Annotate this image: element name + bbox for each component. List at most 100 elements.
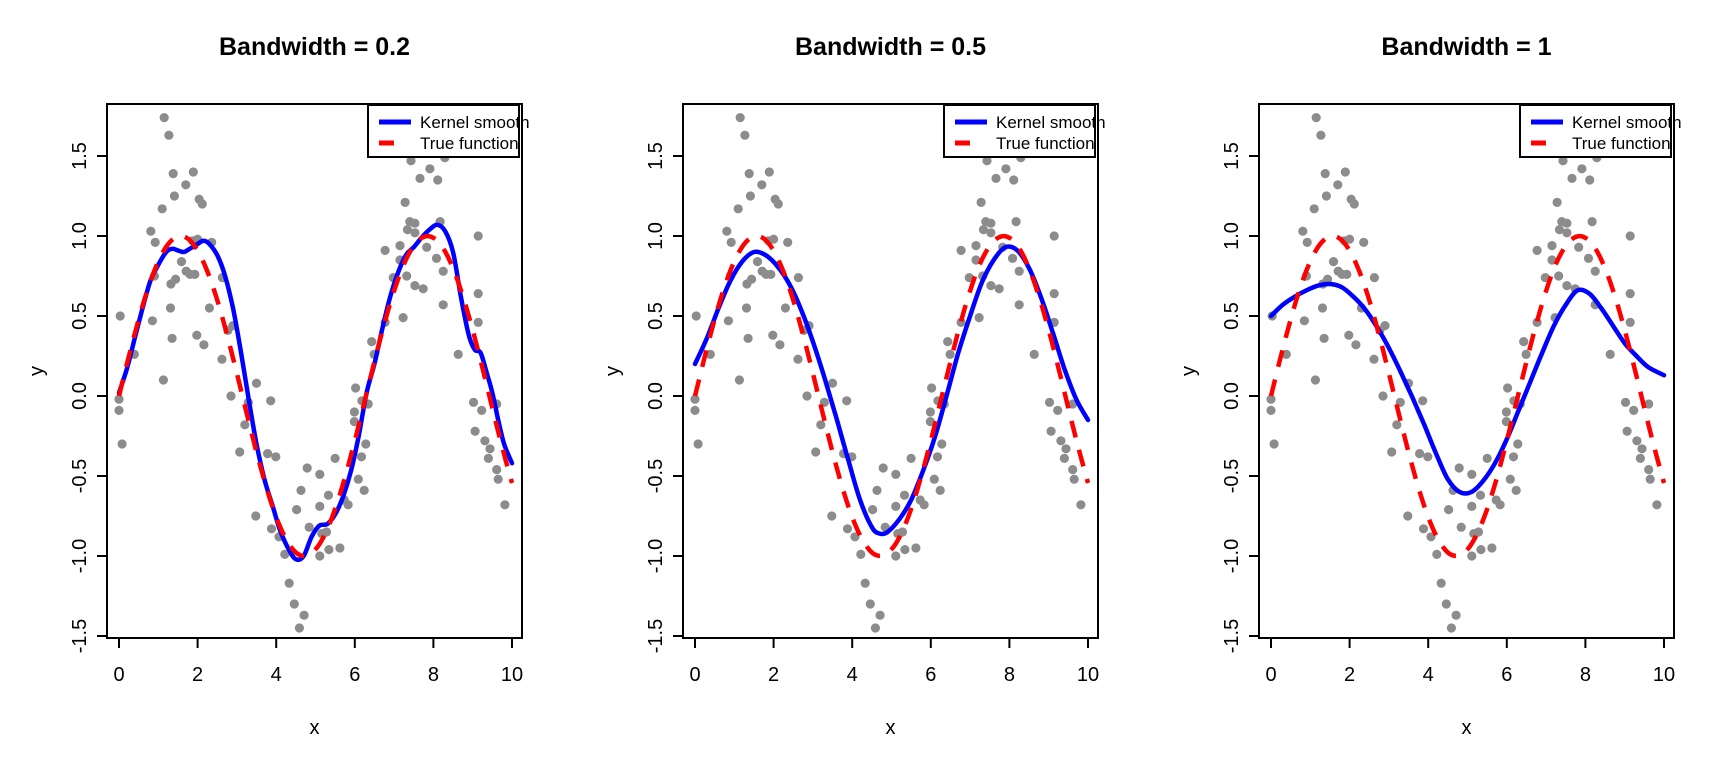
scatter-point <box>1009 175 1019 185</box>
scatter-point <box>827 511 837 521</box>
scatter-point <box>114 405 124 415</box>
scatter-point <box>335 543 345 553</box>
scatter-point <box>1380 321 1390 331</box>
scatter-point <box>891 501 901 511</box>
scatter-point <box>438 266 448 276</box>
scatter-point <box>353 474 363 484</box>
scatter-point <box>745 191 756 201</box>
scatter-point <box>1007 253 1018 263</box>
scatter-point <box>911 543 921 553</box>
y-tick-label: 1.5 <box>1221 142 1243 170</box>
scatter-point <box>768 330 778 340</box>
y-tick-label: -1.5 <box>645 619 667 653</box>
legend: Kernel smooth True function <box>367 104 530 158</box>
scatter-point <box>1645 474 1655 484</box>
scatter-point <box>747 274 757 284</box>
x-tick-label: 0 <box>689 664 700 686</box>
scatter-point <box>900 545 910 555</box>
scatter-point <box>438 300 448 310</box>
scatter-point <box>410 228 420 238</box>
scatter-point <box>431 253 442 263</box>
scatter-point <box>157 204 167 214</box>
scatter-point <box>1585 175 1595 185</box>
legend-label: Kernel smooth <box>420 113 530 132</box>
scatter-point <box>115 311 125 321</box>
scatter-point <box>1299 316 1309 326</box>
scatter-point <box>1487 543 1497 553</box>
scatter-point <box>971 241 981 251</box>
scatter-point <box>1302 237 1312 247</box>
scatter-point <box>321 527 332 537</box>
scatter-point <box>1369 354 1379 364</box>
scatter-point <box>1605 349 1615 359</box>
scatter-point <box>811 447 821 457</box>
scatter-point <box>1061 444 1071 454</box>
scatter-point <box>872 485 882 495</box>
scatter-point <box>1049 231 1059 241</box>
scatter-point <box>483 453 493 463</box>
y-tick-label: -1.5 <box>69 619 91 653</box>
scatter-point <box>402 271 412 281</box>
panel-title: Bandwidth = 0.2 <box>219 33 410 61</box>
scatter-point <box>752 257 763 267</box>
scatter-point <box>919 500 929 510</box>
scatter-point <box>722 226 732 236</box>
legend-label: True function <box>1572 134 1671 153</box>
scatter-point <box>280 549 290 560</box>
scatter-point <box>775 340 785 350</box>
scatter-point <box>410 218 420 228</box>
scatter-point <box>266 524 277 534</box>
scatter-point <box>743 333 753 343</box>
scatter-point <box>1562 281 1572 291</box>
scatter-point <box>891 551 901 561</box>
scatter-point <box>1508 452 1519 462</box>
scatter-point <box>271 452 281 462</box>
scatter-point <box>1359 237 1369 247</box>
scatter-point <box>1345 234 1355 244</box>
scatter-point <box>304 522 314 532</box>
scatter-point <box>925 417 936 427</box>
scatter-point <box>1309 204 1319 214</box>
scatter-point <box>181 180 191 190</box>
scatter-point <box>865 599 875 609</box>
scatter-point <box>453 349 463 359</box>
scatter-point <box>1587 217 1597 227</box>
scatter-point <box>1446 623 1456 633</box>
scatter-point <box>1432 549 1442 560</box>
plot-box <box>1258 103 1675 639</box>
scatter-point <box>226 391 236 401</box>
scatter-point <box>723 316 734 326</box>
scatter-point <box>726 237 736 247</box>
scatter-point <box>251 378 262 388</box>
scatter-point <box>1476 545 1486 555</box>
scatter-point <box>1014 300 1024 310</box>
scatter-point <box>1310 375 1320 385</box>
y-axis-label: y <box>602 366 624 376</box>
scatter-point <box>168 169 178 179</box>
scatter-point <box>891 469 901 479</box>
chart-panel-1: Bandwidth = 0.2 0 2 4 6 8 10 -1.5 -1.0 -0.5 0.0 0.5… <box>26 33 530 739</box>
scatter-point <box>315 501 325 511</box>
scatter-point <box>744 169 754 179</box>
scatter-point <box>251 511 261 521</box>
scatter-point <box>982 156 992 166</box>
scatter-point <box>176 257 187 267</box>
scatter-point <box>827 378 838 388</box>
legend-box <box>367 104 520 158</box>
scatter-point <box>468 397 479 407</box>
y-tick-label: 1.5 <box>645 142 667 170</box>
y-tick-label: 0.5 <box>645 302 667 330</box>
scatter-point <box>1456 522 1466 532</box>
scatter-point <box>150 237 160 247</box>
y-axis-label: y <box>26 366 48 376</box>
x-tick-label: 0 <box>113 664 124 686</box>
scatter-point <box>1320 169 1330 179</box>
scatter-point <box>1321 191 1331 201</box>
scatter-point <box>1349 199 1359 209</box>
scatter-point <box>1056 436 1066 446</box>
x-tick-label: 2 <box>1344 664 1355 686</box>
x-tick-label: 6 <box>349 664 360 686</box>
scatter-point <box>1423 452 1433 462</box>
legend-label: True function <box>996 134 1095 153</box>
x-tick-label: 4 <box>847 664 858 686</box>
